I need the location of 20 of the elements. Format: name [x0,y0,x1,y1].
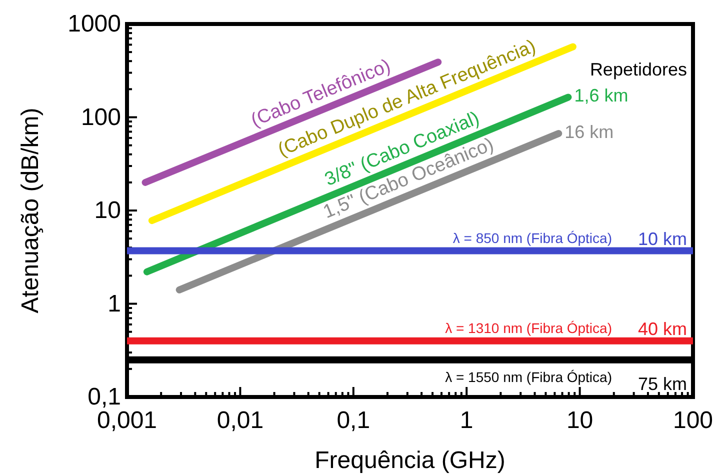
x-tick-label: 10 [566,407,594,434]
x-tick-label: 0,01 [216,407,264,434]
y-tick-label: 1000 [68,10,121,38]
annotation: 75 km [638,374,687,394]
x-axis-title: Frequência (GHz) [314,447,506,474]
y-tick-label: 1 [108,290,121,318]
annotation: 16 km [564,122,614,142]
y-tick-label: 100 [80,104,121,131]
y-axis-title: Atenuação (dB/km) [17,108,44,314]
series-label: λ = 850 nm (Fibra Óptica) [452,230,612,246]
annotation: Repetidores [590,60,687,80]
series-label: λ = 1310 nm (Fibra Óptica) [445,320,612,336]
x-tick-label: 100 [672,407,714,434]
annotation: 1,6 km [574,86,628,106]
annotation: 40 km [638,319,687,340]
y-tick-label: 10 [94,197,121,224]
series-label: λ = 1550 nm (Fibra Óptica) [445,368,612,385]
annotation: 10 km [638,229,687,250]
x-tick-label: 1 [460,407,474,434]
x-tick-label: 0,1 [336,407,370,434]
